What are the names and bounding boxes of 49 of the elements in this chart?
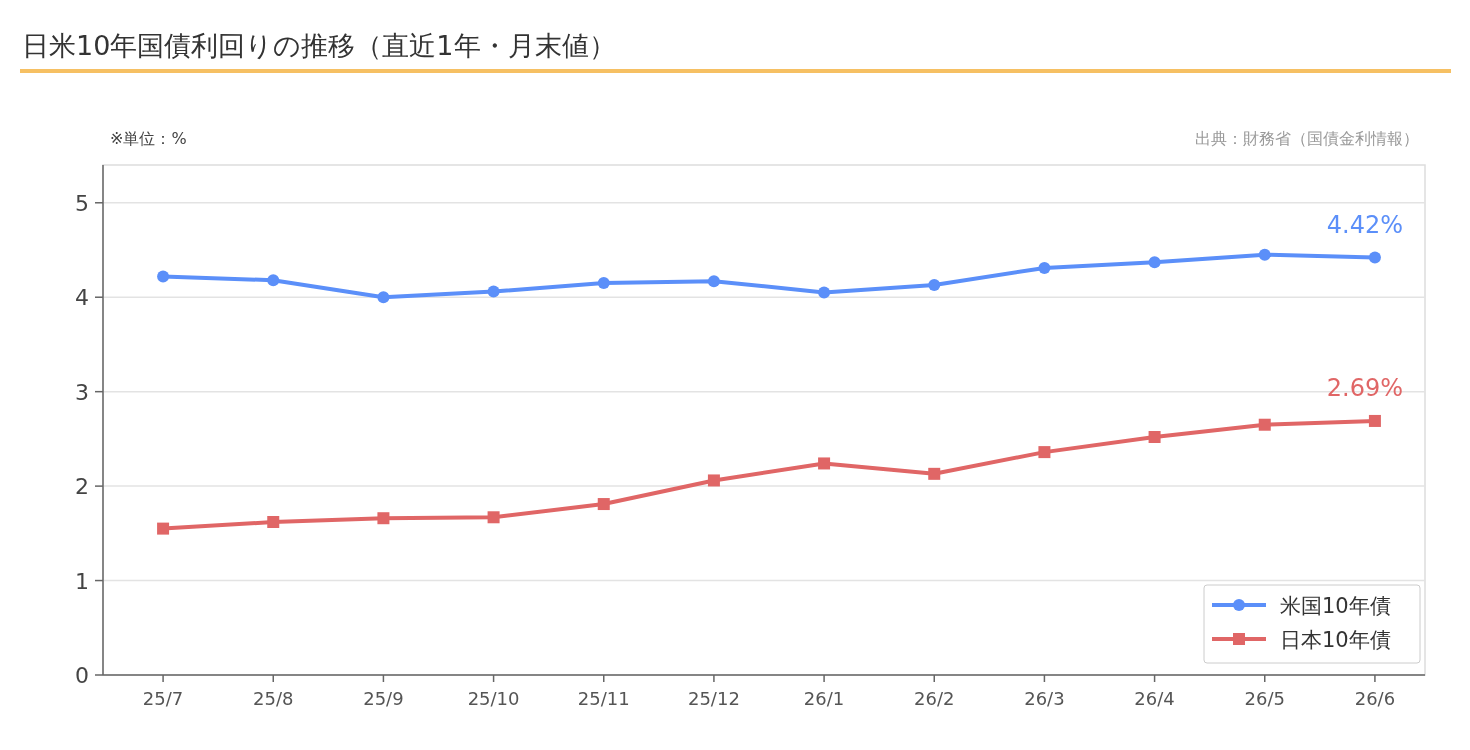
x-tick-label: 26/1 [803, 688, 845, 709]
point [597, 277, 610, 290]
x-tick-label: 25/7 [142, 688, 184, 709]
x-tick-label: 25/12 [687, 688, 740, 709]
text: ※単位：% [110, 129, 187, 148]
point [818, 457, 831, 470]
x-tick-label: 25/10 [467, 688, 520, 709]
point [377, 512, 390, 525]
point [487, 511, 500, 524]
y-tick-label: 4 [75, 285, 89, 311]
point [1368, 251, 1381, 264]
point [267, 516, 280, 528]
data-label: 2.69% [1326, 373, 1404, 402]
point [1368, 414, 1381, 427]
x-tick-label: 26/2 [914, 688, 955, 709]
data-label: 4.42% [1326, 210, 1404, 239]
y-tick-label: 0 [75, 663, 89, 688]
point [1148, 431, 1161, 443]
y-tick-label: 1 [75, 568, 89, 594]
point [157, 270, 170, 283]
y-tick-label: 5 [75, 190, 89, 216]
point [1038, 446, 1051, 459]
point [707, 474, 720, 487]
x-tick-label: 25/8 [253, 688, 294, 709]
legend-label: 米国10年債 [1280, 594, 1391, 618]
point [267, 274, 280, 287]
x-tick-label: 26/3 [1024, 688, 1065, 709]
x-tick-label: 25/11 [577, 688, 630, 709]
point [1038, 261, 1051, 274]
point [1148, 256, 1161, 269]
x-tick-label: 26/5 [1244, 688, 1285, 709]
x-tick-label: 26/6 [1354, 688, 1396, 709]
point [928, 278, 941, 291]
point [157, 522, 170, 535]
source-note: 出典：財務省（国債金利情報） [1195, 129, 1419, 148]
point [377, 291, 390, 304]
point [928, 467, 941, 480]
x-tick-label: 25/9 [363, 688, 404, 709]
point [707, 275, 720, 288]
point [1258, 418, 1271, 431]
y-tick-label: 3 [75, 379, 89, 405]
point [1258, 248, 1271, 261]
chart-title: 日米10年国債利回りの推移（直近1年・月末値） [22, 30, 616, 61]
point [818, 286, 831, 299]
legend-label: 日本10年債 [1280, 628, 1391, 652]
x-tick-label: 26/4 [1134, 688, 1175, 709]
point [487, 285, 500, 298]
point [597, 498, 610, 511]
y-tick-label: 2 [75, 474, 89, 500]
